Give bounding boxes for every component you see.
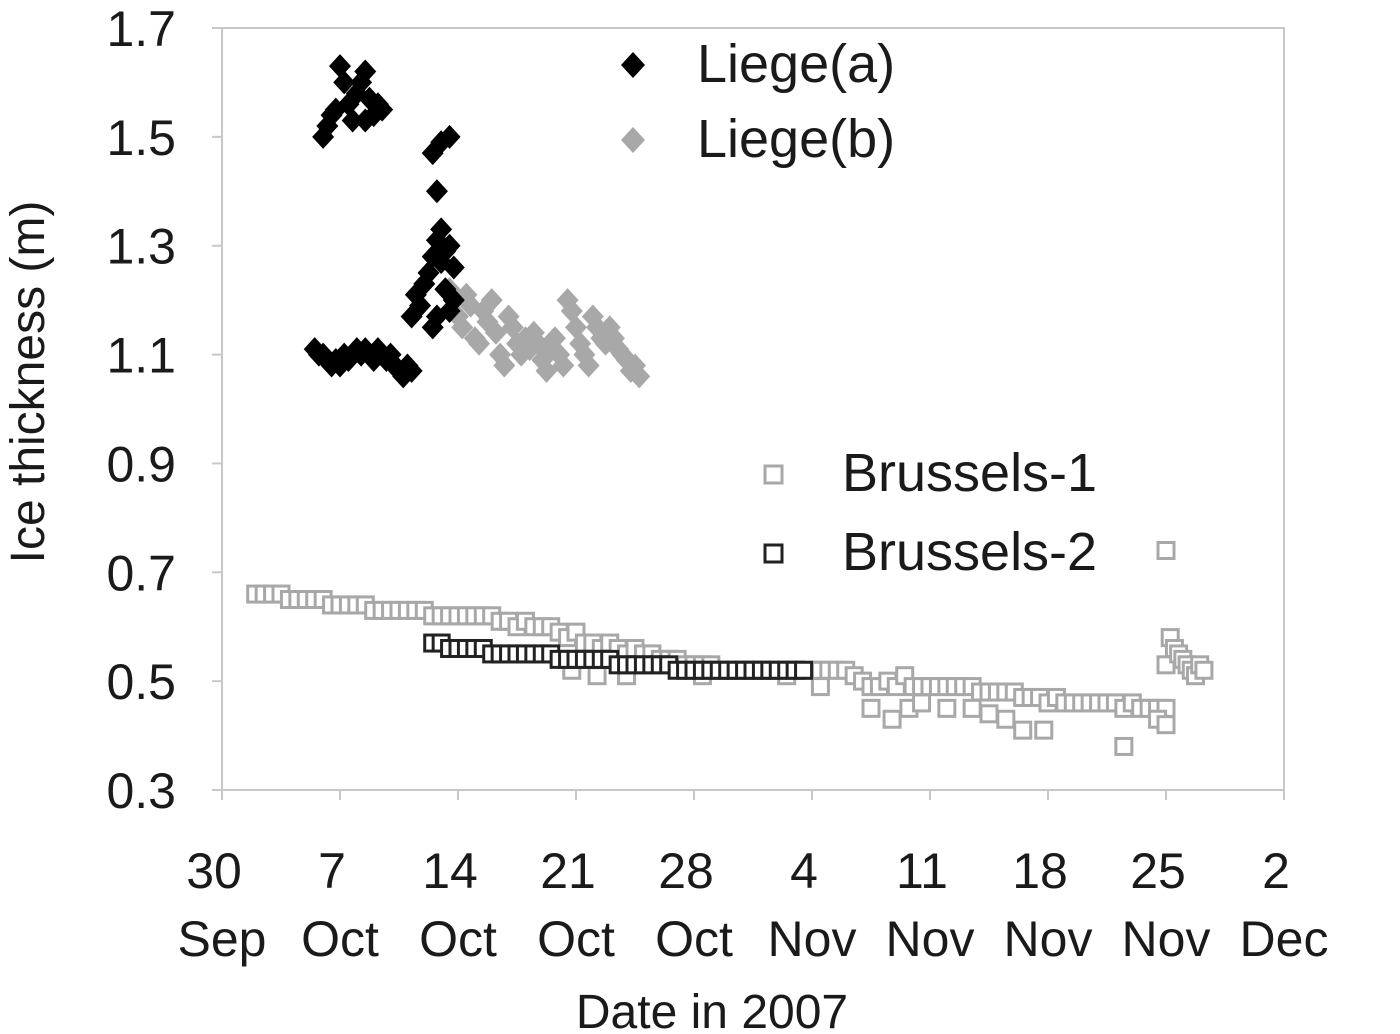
y-tick-label: 1.7 xyxy=(106,1,176,57)
y-tick-label: 1.1 xyxy=(106,328,176,384)
point-liege-a xyxy=(442,288,465,313)
point-liege-b xyxy=(493,353,516,378)
point-liege-b xyxy=(468,331,491,356)
point-liege-a xyxy=(442,255,465,280)
point-liege-b xyxy=(480,288,503,313)
point-brussels-1 xyxy=(1194,660,1214,680)
x-tick-day: 28 xyxy=(658,843,714,899)
point-liege-a xyxy=(425,179,448,204)
x-tick-month: Nov xyxy=(886,911,975,967)
x-tick-day: 25 xyxy=(1130,843,1186,899)
legend-label-liege-a: Liege(a) xyxy=(697,34,895,94)
point-liege-b xyxy=(628,364,651,389)
series-liege-a xyxy=(303,54,465,389)
point-brussels-1 xyxy=(1156,715,1176,735)
point-brussels-1 xyxy=(979,704,999,724)
x-tick-day: 2 xyxy=(1262,843,1290,899)
y-tick-label: 1.3 xyxy=(106,219,176,275)
y-tick-label: 0.7 xyxy=(106,545,176,601)
point-liege-b xyxy=(535,358,558,383)
x-tick-month: Dec xyxy=(1240,911,1329,967)
x-axis-ticks: 30 Sep 7 Oct 14 Oct 21 Oct 28 Oct 4 Nov 11 Nov 18 Nov 25… xyxy=(178,790,1329,967)
legend-label-liege-b: Liege(b) xyxy=(697,109,895,169)
x-tick-day: 14 xyxy=(422,843,478,899)
x-tick-month: Oct xyxy=(655,911,733,967)
x-tick-month: Nov xyxy=(1122,911,1211,967)
point-liege-a xyxy=(354,108,377,133)
point-liege-a xyxy=(341,108,364,133)
x-tick-day: 21 xyxy=(540,843,596,899)
series-brussels-2 xyxy=(423,633,814,680)
x-tick-month: Oct xyxy=(419,911,497,967)
point-liege-b xyxy=(484,320,507,345)
point-liege-a xyxy=(333,70,356,95)
y-tick-label: 0.3 xyxy=(106,763,176,819)
x-tick-month: Sep xyxy=(178,911,267,967)
legend: Liege(a) Liege(b) Brussels-1 Brussels-2 xyxy=(621,34,1097,582)
point-liege-a xyxy=(425,304,448,329)
point-liege-a xyxy=(409,293,432,318)
series-liege-b xyxy=(438,277,651,389)
y-tick-label: 0.9 xyxy=(106,436,176,492)
point-brussels-1 xyxy=(937,698,957,718)
x-tick-day: 30 xyxy=(186,843,242,899)
point-liege-a xyxy=(438,124,461,149)
x-tick-month: Oct xyxy=(537,911,615,967)
point-brussels-1 xyxy=(912,693,932,713)
x-tick-day: 11 xyxy=(896,843,948,899)
point-liege-a xyxy=(371,97,394,122)
point-brussels-1 xyxy=(882,709,902,729)
legend-marker-brussels-2 xyxy=(763,543,784,564)
point-brussels-1 xyxy=(1114,736,1134,756)
x-tick-day: 4 xyxy=(790,843,818,899)
y-tick-label: 0.5 xyxy=(106,654,176,710)
legend-label-brussels-1: Brussels-1 xyxy=(842,443,1097,503)
y-axis-title: Ice thickness (m) xyxy=(2,201,55,564)
point-liege-a xyxy=(354,59,377,84)
point-brussels-1 xyxy=(861,698,881,718)
point-liege-b xyxy=(552,353,575,378)
point-brussels-1 xyxy=(962,698,982,718)
x-tick-month: Nov xyxy=(1004,911,1093,967)
point-brussels-1 xyxy=(996,709,1016,729)
x-tick-day: 7 xyxy=(318,843,346,899)
point-brussels-1 xyxy=(1034,720,1054,740)
legend-marker-liege-a xyxy=(621,52,645,78)
x-tick-month: Nov xyxy=(768,911,857,967)
legend-marker-brussels-1 xyxy=(763,464,784,485)
legend-label-brussels-2: Brussels-2 xyxy=(842,522,1097,582)
point-liege-a xyxy=(438,233,461,258)
point-brussels-2 xyxy=(794,660,814,680)
point-brussels-1 xyxy=(1156,541,1176,561)
point-brussels-1 xyxy=(587,666,607,686)
x-tick-day: 18 xyxy=(1012,843,1068,899)
point-liege-b xyxy=(451,315,474,340)
point-brussels-1 xyxy=(1013,720,1033,740)
x-axis-title: Date in 2007 xyxy=(576,986,848,1034)
point-liege-a xyxy=(400,358,423,383)
y-tick-label: 1.5 xyxy=(106,110,176,166)
point-brussels-1 xyxy=(810,677,830,697)
point-liege-b xyxy=(577,353,600,378)
data-points xyxy=(246,54,1214,756)
legend-marker-liege-b xyxy=(621,127,645,153)
y-axis-ticks: 0.3 0.5 0.7 0.9 1.1 1.3 1.5 1.7 xyxy=(106,1,222,819)
point-liege-a xyxy=(430,217,453,242)
x-tick-month: Oct xyxy=(301,911,379,967)
